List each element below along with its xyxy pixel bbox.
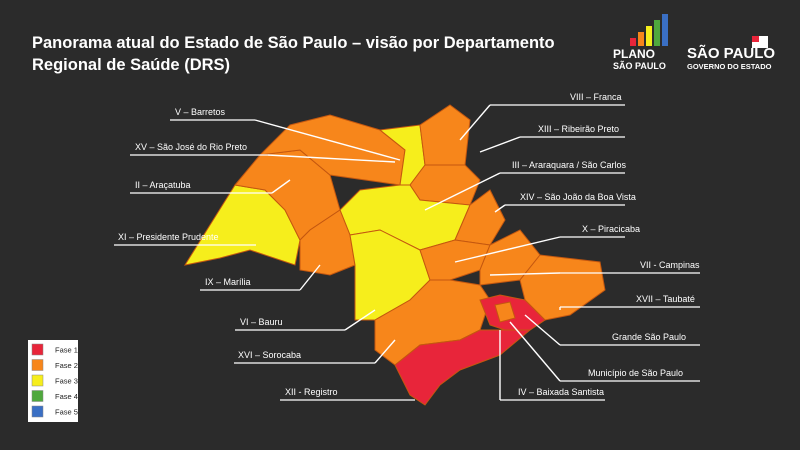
- region-label: IV – Baixada Santista: [518, 387, 604, 397]
- region-label: Grande São Paulo: [612, 332, 686, 342]
- region-label: XI – Presidente Prudente: [118, 232, 219, 242]
- region-label: X – Piracicaba: [582, 224, 640, 234]
- legend-label: Fase 4: [55, 392, 78, 401]
- region-label: XIV – São João da Boa Vista: [520, 192, 636, 202]
- leader-line: [254, 119, 401, 161]
- region-label: IX – Marília: [205, 277, 251, 287]
- legend-swatch: [31, 390, 44, 402]
- logo-text: SÃO PAULO: [687, 44, 775, 62]
- region-label: XIII – Ribeirão Preto: [538, 124, 619, 134]
- region-label: XV – São José do Rio Preto: [135, 142, 247, 152]
- leader-line: [494, 204, 506, 213]
- leader-line: [459, 104, 491, 141]
- logo-text: SÃO PAULO: [613, 61, 666, 71]
- region-labels: V – Barretos XV – São José do Rio Preto II…: [114, 92, 700, 401]
- leader-line: [424, 172, 501, 211]
- leader-line: [509, 321, 561, 382]
- leader-line: [489, 272, 561, 276]
- plano-logo: PLANO SÃO PAULO: [613, 14, 668, 71]
- legend-label: Fase 1: [55, 346, 78, 355]
- logo-text: GOVERNO DO ESTADO: [687, 62, 772, 71]
- legend-label: Fase 2: [55, 361, 78, 370]
- region-label: XVII – Taubaté: [636, 294, 695, 304]
- gov-logo: SÃO PAULO GOVERNO DO ESTADO: [687, 36, 775, 71]
- leader-line: [267, 154, 396, 163]
- legend-swatch: [31, 405, 44, 418]
- leader-line: [271, 179, 291, 194]
- region-label: VII - Campinas: [640, 260, 700, 270]
- leader-line: [524, 314, 561, 346]
- leader-line: [374, 339, 396, 364]
- region-label: II – Araçatuba: [135, 180, 191, 190]
- leader-line: [479, 136, 521, 153]
- region-label: XII - Registro: [285, 387, 338, 397]
- leader-line: [344, 309, 376, 331]
- leader-line: [299, 264, 321, 291]
- legend-swatch: [31, 343, 44, 356]
- map: [183, 104, 606, 406]
- legend-swatch: [31, 359, 44, 371]
- legend: Fase 1 Fase 2 Fase 3 Fase 4 Fase 5: [28, 340, 78, 422]
- title: Panorama atual do Estado de São Paulo – …: [32, 34, 555, 52]
- legend-label: Fase 5: [55, 408, 78, 417]
- leader-line: [454, 236, 561, 263]
- logo-text: PLANO: [613, 47, 655, 61]
- region-label: V – Barretos: [175, 107, 226, 117]
- region-label: Município de São Paulo: [588, 368, 683, 378]
- region-label: XVI – Sorocaba: [238, 350, 301, 360]
- legend-swatch: [31, 374, 44, 387]
- region-label: VIII – Franca: [570, 92, 622, 102]
- region-label: III – Araraquara / São Carlos: [512, 160, 627, 170]
- legend-label: Fase 3: [55, 377, 78, 386]
- title: Regional de Saúde (DRS): [32, 56, 230, 74]
- region-label: VI – Bauru: [240, 317, 283, 327]
